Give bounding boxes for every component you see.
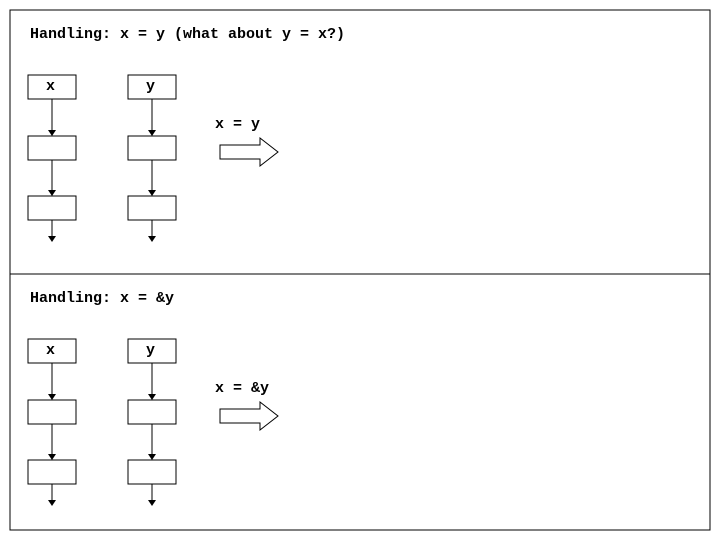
panel1-op-label: x = y [215, 116, 260, 133]
panel2-chain-x-box-3 [28, 460, 76, 484]
panel2-chain-x-label: x [46, 342, 55, 359]
outer-panel [10, 10, 710, 530]
panel1-title: Handling: x = y (what about y = x?) [30, 26, 345, 43]
panel2-chain-x-box-2 [28, 400, 76, 424]
panel1-chain-x-box-3 [28, 196, 76, 220]
panel2-chain-y-label: y [146, 342, 155, 359]
panel2-chain-y-box-2 [128, 400, 176, 424]
panel1-chain-y-box-3 [128, 196, 176, 220]
panel1-chain-x-box-2 [28, 136, 76, 160]
panel2-title: Handling: x = &y [30, 290, 174, 307]
panel1-chain-x-label: x [46, 78, 55, 95]
panel1-chain-y-box-2 [128, 136, 176, 160]
panel2-chain-y-box-3 [128, 460, 176, 484]
diagram-svg: Handling: x = y (what about y = x?) x y x =… [0, 0, 720, 540]
panel2-op-label: x = &y [215, 380, 269, 397]
panel1-chain-y-label: y [146, 78, 155, 95]
diagram-page: Handling: x = y (what about y = x?) x y x =… [0, 0, 720, 540]
